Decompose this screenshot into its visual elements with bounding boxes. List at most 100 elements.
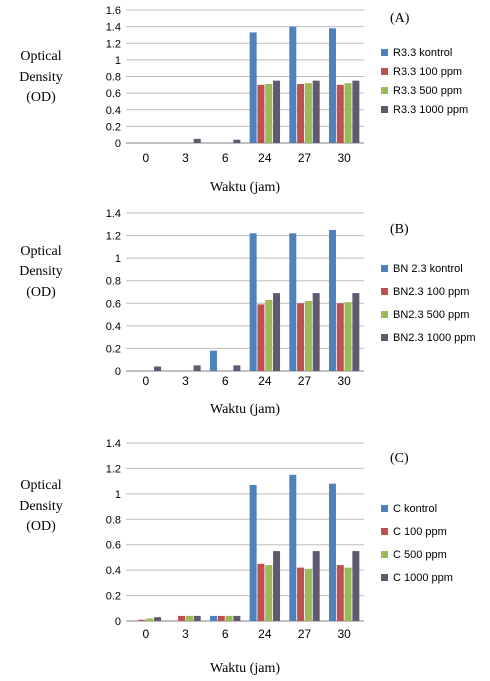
legend-label: R3.3 kontrol (393, 47, 452, 59)
x-tick-label: 0 (142, 627, 149, 641)
legend-label: R3.3 500 ppm (393, 85, 462, 97)
bar (146, 618, 154, 621)
y-axis-label: (OD) (26, 519, 56, 534)
bar (352, 293, 360, 371)
y-axis-label: Optical (20, 478, 61, 493)
legend-swatch (381, 106, 388, 113)
y-tick-label: 0 (115, 366, 121, 378)
bar (344, 302, 352, 371)
bar (257, 84, 265, 143)
bar (336, 303, 344, 371)
legend-swatch (381, 505, 388, 512)
y-axis-label: Optical (20, 49, 61, 64)
legend-label: R3.3 1000 ppm (393, 104, 468, 116)
panel-label: (B) (390, 222, 409, 237)
x-tick-label: 6 (222, 151, 229, 165)
y-tick-label: 0 (115, 138, 121, 150)
legend-label: C 1000 ppm (393, 572, 453, 584)
bar (336, 565, 344, 621)
panel-label: (A) (390, 11, 410, 26)
bar (336, 84, 344, 143)
bar (273, 551, 281, 621)
bar (233, 365, 241, 371)
chart-panel-2: 0 0.2 0.4 0.6 0.8 1 1.2 1.4 0 3 6 24 27 30 Waktu (jam)… (19, 208, 475, 417)
y-tick-label: 1.4 (106, 22, 121, 34)
bar (209, 615, 217, 621)
y-tick-label: 0.2 (106, 591, 121, 603)
y-axis-label: Density (19, 264, 63, 279)
bar (209, 350, 217, 371)
x-tick-label: 27 (298, 151, 312, 165)
bar (352, 80, 360, 143)
bar (304, 568, 312, 621)
bar (328, 483, 336, 621)
legend-label: BN2.3 100 ppm (393, 286, 469, 298)
bar (273, 293, 281, 371)
x-tick-label: 30 (337, 374, 351, 388)
x-axis-label: Waktu (jam) (210, 402, 280, 417)
chart-panel-3: 0 0.2 0.4 0.6 0.8 1 1.2 1.4 0 3 6 24 27 30 Waktu (jam)… (19, 438, 453, 676)
y-tick-label: 1.2 (106, 463, 121, 475)
bar (312, 551, 320, 621)
bar (312, 293, 320, 371)
legend-swatch (381, 334, 388, 341)
bar (344, 567, 352, 621)
chart-panel-1: 0 0.2 0.4 0.6 0.8 1 1.2 1.4 1.6 0 3 6 24 27 30 Waktu (j… (19, 5, 468, 195)
y-tick-label: 0.6 (106, 88, 121, 100)
legend-label: C 100 ppm (393, 526, 447, 538)
x-tick-label: 30 (337, 627, 351, 641)
legend: C kontrol C 100 ppm C 500 ppm C 1000 ppm (381, 503, 453, 584)
legend-label: C kontrol (393, 503, 437, 515)
bar (265, 299, 273, 371)
y-tick-label: 0.2 (106, 343, 121, 355)
y-tick-label: 0.2 (106, 121, 121, 133)
legend-swatch (381, 574, 388, 581)
bar (193, 138, 201, 143)
y-tick-label: 1 (115, 253, 121, 265)
legend-swatch (381, 265, 388, 272)
bar (233, 615, 241, 621)
x-tick-label: 6 (222, 374, 229, 388)
legend-label: BN2.3 1000 ppm (393, 332, 476, 344)
y-tick-label: 1.4 (106, 208, 121, 220)
legend-swatch (381, 551, 388, 558)
y-tick-label: 0.8 (106, 514, 121, 526)
bar (193, 615, 201, 621)
bar (193, 365, 201, 371)
x-tick-label: 27 (298, 627, 312, 641)
bar (273, 80, 281, 143)
y-tick-label: 1 (115, 489, 121, 501)
x-tick-label: 24 (258, 374, 272, 388)
y-tick-label: 0.8 (106, 276, 121, 288)
y-tick-label: 0.6 (106, 298, 121, 310)
legend-label: BN2.3 500 ppm (393, 309, 469, 321)
bar (328, 28, 336, 144)
bar (289, 233, 297, 371)
bar (297, 303, 305, 371)
x-tick-label: 27 (298, 374, 312, 388)
bar (297, 83, 305, 143)
x-tick-label: 0 (142, 374, 149, 388)
y-axis-label: (OD) (26, 285, 56, 300)
x-tick-label: 24 (258, 627, 272, 641)
bar (257, 304, 265, 371)
legend-swatch (381, 68, 388, 75)
bar (138, 619, 146, 621)
x-tick-label: 30 (337, 151, 351, 165)
bar (328, 229, 336, 371)
y-tick-label: 0.4 (106, 105, 121, 117)
legend: R3.3 kontrol R3.3 100 ppm R3.3 500 ppm R3.3… (381, 47, 468, 116)
legend-label: C 500 ppm (393, 549, 447, 561)
legend: BN 2.3 kontrol BN2.3 100 ppm BN2.3 500 ppm… (381, 263, 476, 344)
bar (297, 567, 305, 621)
x-tick-label: 3 (182, 627, 189, 641)
y-tick-label: 0.8 (106, 72, 121, 84)
y-tick-label: 1.6 (106, 5, 121, 17)
bar (289, 26, 297, 143)
x-tick-label: 6 (222, 627, 229, 641)
y-tick-label: 0 (115, 616, 121, 628)
y-tick-label: 1.2 (106, 38, 121, 50)
y-axis-label: (OD) (26, 90, 56, 105)
bar (217, 615, 225, 621)
